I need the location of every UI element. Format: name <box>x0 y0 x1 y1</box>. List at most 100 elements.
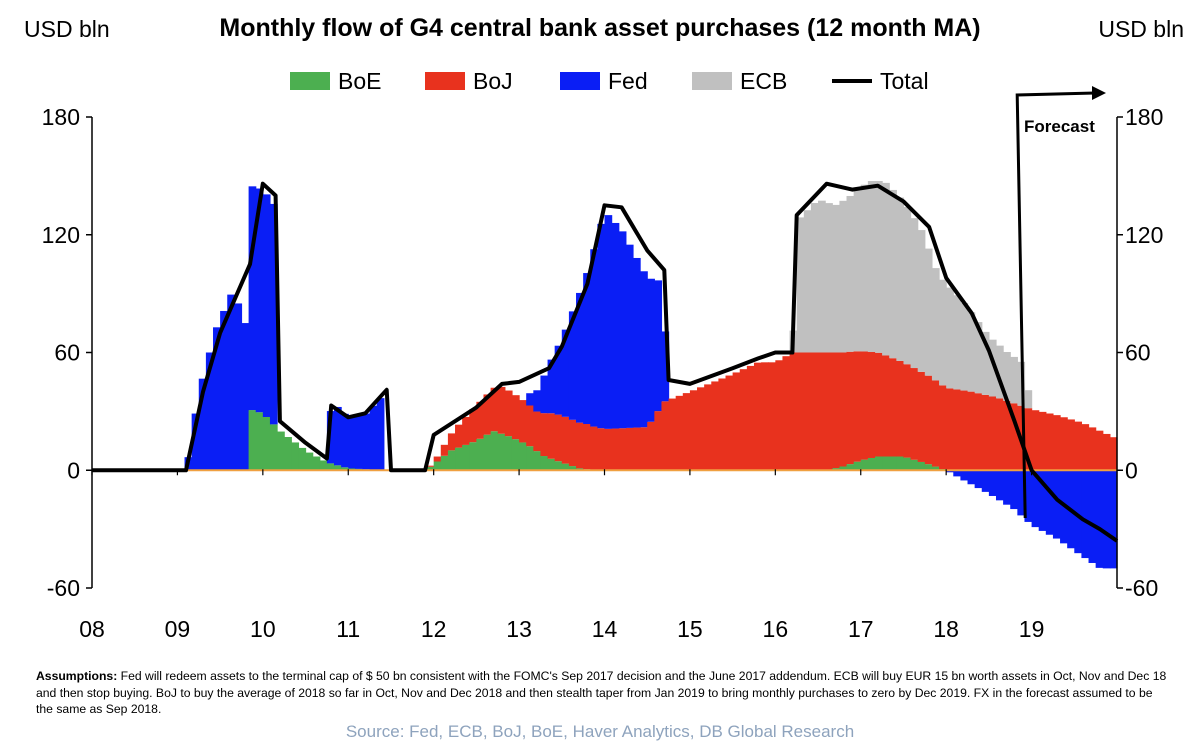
y-tick-label-right: 180 <box>1125 104 1163 130</box>
bar-boj <box>1067 419 1075 471</box>
bar-ecb <box>946 287 954 389</box>
bar-boe <box>284 437 292 471</box>
bar-fed <box>1102 470 1111 569</box>
bar-boj <box>896 360 905 457</box>
bar-boj <box>924 375 933 465</box>
legend-label-total: Total <box>880 67 929 94</box>
bar-boj <box>697 387 705 471</box>
bar-ecb <box>917 230 926 372</box>
bar-boj <box>867 352 876 458</box>
bar-boe <box>476 438 485 471</box>
y-tick-label-left: 60 <box>54 340 80 366</box>
bar-boe <box>519 442 527 471</box>
bar-boj <box>661 401 670 471</box>
bar-boj <box>796 352 805 471</box>
bar-fed <box>1038 470 1047 531</box>
legend-swatch-fed <box>560 72 600 90</box>
bar-boe <box>874 456 883 471</box>
bar-boj <box>917 371 926 462</box>
bar-fed <box>255 188 264 413</box>
bar-boj <box>931 380 940 467</box>
bar-boe <box>455 447 463 471</box>
bar-boj <box>1031 410 1040 471</box>
y-tick-label-left: 0 <box>67 457 80 483</box>
bar-boj <box>739 369 748 471</box>
bar-fed <box>1003 470 1011 505</box>
bar-ecb <box>832 204 840 353</box>
forecast-label: Forecast <box>1024 117 1095 136</box>
bar-ecb <box>882 182 890 356</box>
bar-fed <box>1088 470 1097 563</box>
bar-boj <box>1024 408 1033 471</box>
bar-boe <box>277 431 285 471</box>
legend-item-boj: BoJ <box>425 66 513 96</box>
legend-label-boj: BoJ <box>473 67 513 94</box>
bar-boe <box>511 439 520 471</box>
bar-boj <box>433 456 442 462</box>
bar-fed <box>576 292 584 423</box>
bar-fed <box>369 405 378 470</box>
bar-fed <box>554 345 563 415</box>
bar-boe <box>832 468 840 471</box>
bar-ecb <box>924 248 933 376</box>
bar-boj <box>995 398 1004 471</box>
forecast-marker-line <box>1015 91 1096 519</box>
bar-fed <box>583 273 591 424</box>
bar-boj <box>469 409 477 443</box>
bar-ecb <box>903 206 912 365</box>
bar-boj <box>910 368 919 460</box>
legend-item-ecb: ECB <box>692 66 787 96</box>
bar-ecb <box>939 279 947 386</box>
bar-boj <box>554 414 563 462</box>
bar-boe <box>903 457 912 471</box>
bar-ecb <box>967 312 976 392</box>
bar-fed <box>1024 470 1033 522</box>
bar-fed <box>262 194 271 418</box>
bar-boj <box>647 421 655 471</box>
bar-boe <box>860 459 869 471</box>
bar-boj <box>689 390 698 471</box>
x-tick-label: 17 <box>848 616 874 642</box>
bar-boj <box>953 389 961 471</box>
bar-fed <box>988 470 997 496</box>
bar-fed <box>227 294 235 471</box>
bar-ecb <box>910 218 919 369</box>
x-tick-label: 15 <box>677 616 703 642</box>
bar-boj <box>1060 417 1068 471</box>
bar-boe <box>867 457 876 471</box>
bar-fed <box>334 406 342 466</box>
bar-boe <box>490 431 499 471</box>
bar-fed <box>625 244 634 428</box>
bar-boe <box>889 456 897 471</box>
legend-item-fed: Fed <box>560 66 648 96</box>
bar-boe <box>298 447 307 471</box>
x-tick-label: 12 <box>421 616 447 642</box>
bar-fed <box>1017 470 1026 516</box>
x-tick-label: 08 <box>79 616 105 642</box>
bar-boj <box>497 386 506 434</box>
bar-boj <box>939 385 947 470</box>
bar-boj <box>1095 430 1104 471</box>
bar-boe <box>533 451 542 471</box>
bar-boj <box>718 378 727 471</box>
bar-boe <box>504 436 513 471</box>
bar-boj <box>654 411 663 471</box>
bar-fed <box>241 323 250 471</box>
bar-boe <box>839 466 848 471</box>
bar-fed <box>981 470 990 492</box>
bar-boj <box>597 428 606 471</box>
bar-boj <box>981 394 990 471</box>
total-line <box>92 181 1119 543</box>
bar-fed <box>341 413 349 468</box>
bar-boj <box>604 428 613 471</box>
bar-fed <box>946 470 954 473</box>
bar-boe <box>291 442 300 471</box>
chart-title: Monthly flow of G4 central bank asset pu… <box>219 14 981 42</box>
bar-ecb <box>867 181 876 353</box>
bar-fed <box>533 390 542 412</box>
bar-boj <box>775 360 784 471</box>
bar-boj <box>1088 427 1097 471</box>
bar-fed <box>362 413 371 470</box>
bar-fed <box>1010 470 1018 510</box>
bar-boj <box>568 419 577 467</box>
